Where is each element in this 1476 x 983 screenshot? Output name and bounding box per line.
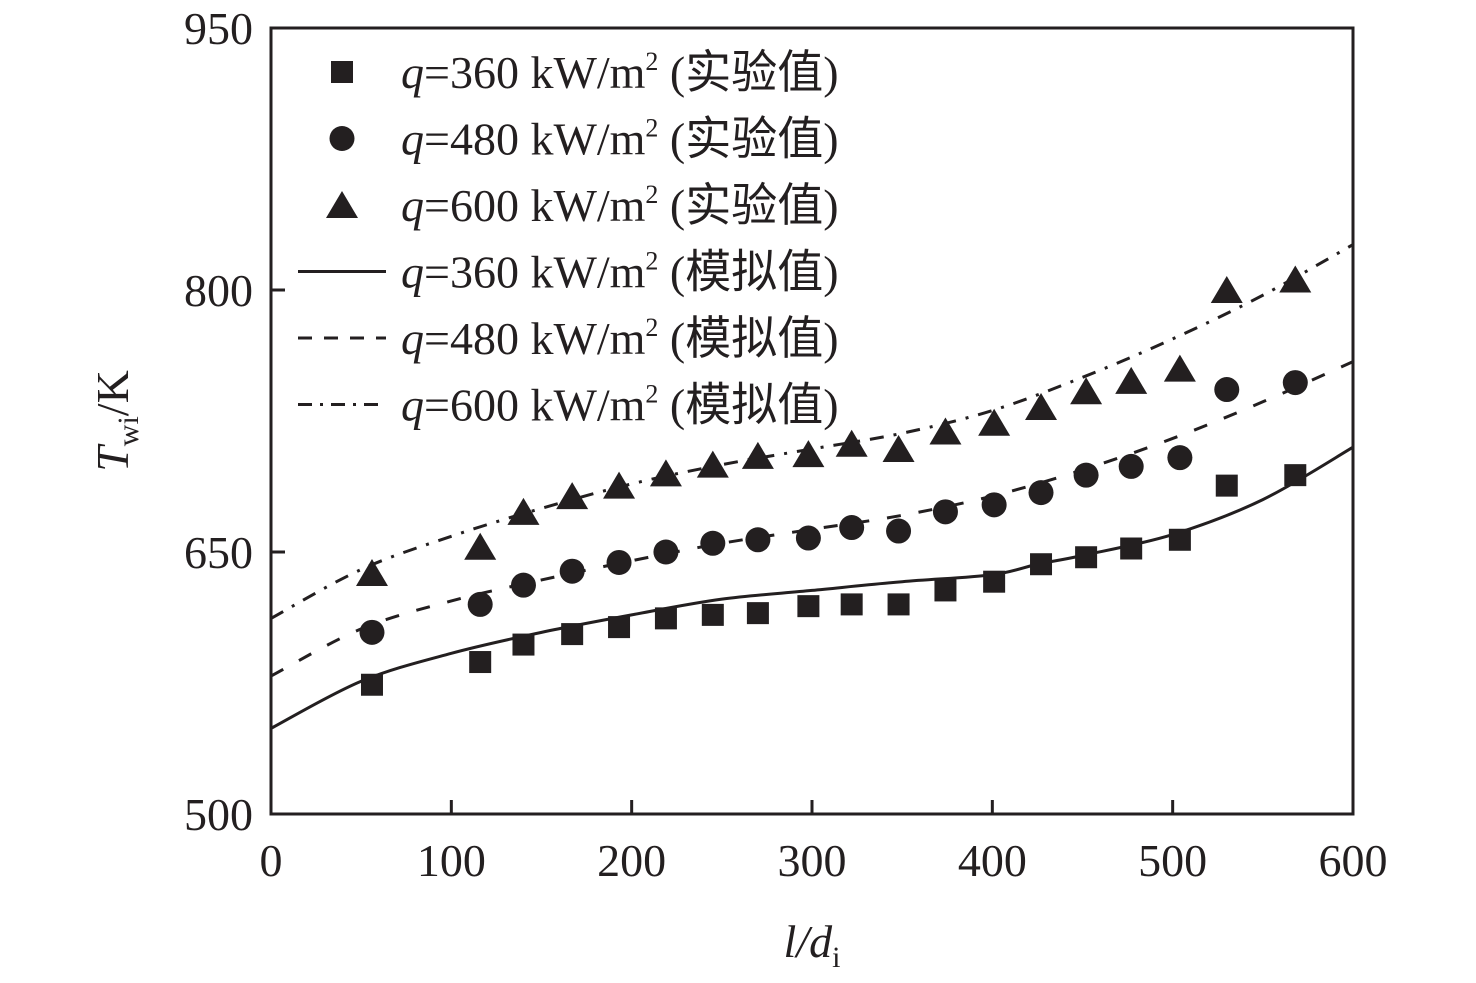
x-axis-label: l/di [784, 916, 841, 974]
series-points-0 [360, 464, 1307, 696]
data-point-circle [795, 525, 821, 551]
data-point-circle [932, 499, 958, 525]
data-point-square [1030, 553, 1053, 576]
data-point-triangle [1025, 393, 1058, 421]
data-point-triangle [978, 408, 1011, 436]
data-point-circle [1167, 445, 1193, 471]
data-point-square [1075, 546, 1098, 569]
series-line-5 [270, 243, 1354, 620]
y-tick-label: 950 [184, 3, 253, 54]
legend-marker-square [331, 61, 353, 83]
data-point-triangle [603, 471, 636, 499]
y-tick-label: 500 [184, 789, 253, 840]
data-point-triangle [882, 434, 915, 462]
data-point-circle [1028, 480, 1054, 506]
legend-item: q=600 kW/m2 (模拟值) [298, 380, 839, 431]
legend-item: q=480 kW/m2 (实验值) [329, 114, 839, 165]
data-point-square [654, 607, 677, 630]
legend-label: q=480 kW/m2 (模拟值) [401, 313, 839, 364]
series-line-3 [270, 445, 1354, 730]
series-points-1 [359, 370, 1308, 645]
data-point-square [1215, 474, 1238, 497]
data-point-square [983, 570, 1006, 593]
data-point-triangle [1070, 377, 1103, 405]
data-point-triangle [1163, 354, 1196, 382]
data-point-square [701, 603, 724, 626]
legend-item: q=600 kW/m2 (实验值) [326, 180, 839, 231]
legend-label: q=360 kW/m2 (实验值) [401, 47, 839, 98]
data-point-triangle [464, 532, 497, 560]
data-point-square [887, 593, 910, 616]
data-point-circle [510, 572, 536, 598]
series-line-4 [270, 360, 1354, 678]
legend-label: q=600 kW/m2 (实验值) [401, 180, 839, 231]
data-point-circle [359, 619, 385, 645]
data-point-circle [886, 518, 912, 544]
data-point-circle [606, 549, 632, 575]
x-tick-label: 100 [417, 835, 486, 886]
x-tick-label: 0 [260, 835, 283, 886]
x-tick-label: 400 [958, 835, 1027, 886]
y-tick-label: 800 [184, 265, 253, 316]
data-point-circle [981, 492, 1007, 518]
series-points-2 [355, 265, 1312, 586]
data-point-triangle [1115, 366, 1148, 394]
data-point-triangle [792, 440, 825, 468]
data-point-triangle [741, 441, 774, 469]
data-point-triangle [929, 417, 962, 445]
legend-label: q=480 kW/m2 (实验值) [401, 114, 839, 165]
data-point-triangle [835, 429, 868, 457]
y-tick-label: 650 [184, 527, 253, 578]
data-point-circle [653, 539, 679, 565]
data-point-circle [1118, 453, 1144, 479]
experimental-points [355, 265, 1312, 696]
data-point-circle [839, 515, 865, 541]
x-tick-label: 300 [778, 835, 847, 886]
x-tick-label: 600 [1319, 835, 1388, 886]
data-point-square [797, 595, 820, 618]
data-point-square [1168, 528, 1191, 551]
legend: q=360 kW/m2 (实验值) q=480 kW/m2 (实验值) q=600 … [298, 47, 839, 431]
data-point-triangle [556, 482, 589, 510]
legend-item: q=360 kW/m2 (实验值) [331, 47, 839, 98]
y-axis-label: Twi/K [87, 370, 145, 472]
data-point-circle [1282, 370, 1308, 396]
x-tick-label: 500 [1138, 835, 1207, 886]
data-point-triangle [696, 450, 729, 478]
data-point-triangle [649, 459, 682, 487]
data-point-circle [1073, 462, 1099, 488]
data-point-circle [700, 530, 726, 556]
legend-label: q=360 kW/m2 (模拟值) [401, 247, 839, 298]
data-point-square [746, 602, 769, 625]
data-point-square [360, 673, 383, 696]
legend-label: q=600 kW/m2 (模拟值) [401, 380, 839, 431]
data-point-triangle [1210, 276, 1243, 303]
data-point-square [608, 616, 631, 639]
legend-marker-triangle [326, 191, 358, 218]
data-point-square [840, 593, 863, 616]
data-point-circle [1214, 377, 1240, 403]
data-point-triangle [355, 558, 388, 586]
data-point-square [512, 633, 535, 656]
data-point-triangle [507, 497, 540, 525]
data-point-square [934, 579, 957, 602]
legend-item: q=360 kW/m2 (模拟值) [298, 247, 839, 298]
data-point-triangle [1279, 265, 1312, 293]
data-point-square [469, 651, 492, 674]
data-point-circle [745, 527, 771, 553]
data-point-circle [559, 558, 585, 584]
legend-marker-circle [329, 126, 355, 151]
x-tick-label: 200 [597, 835, 666, 886]
data-point-square [1284, 464, 1307, 487]
data-point-square [1120, 537, 1143, 560]
data-point-circle [467, 591, 493, 617]
legend-item: q=480 kW/m2 (模拟值) [298, 313, 839, 364]
data-point-square [561, 623, 584, 646]
axis-ticks: 0 100 200 300 400 500 600 500 650 800 950 [184, 3, 1388, 886]
